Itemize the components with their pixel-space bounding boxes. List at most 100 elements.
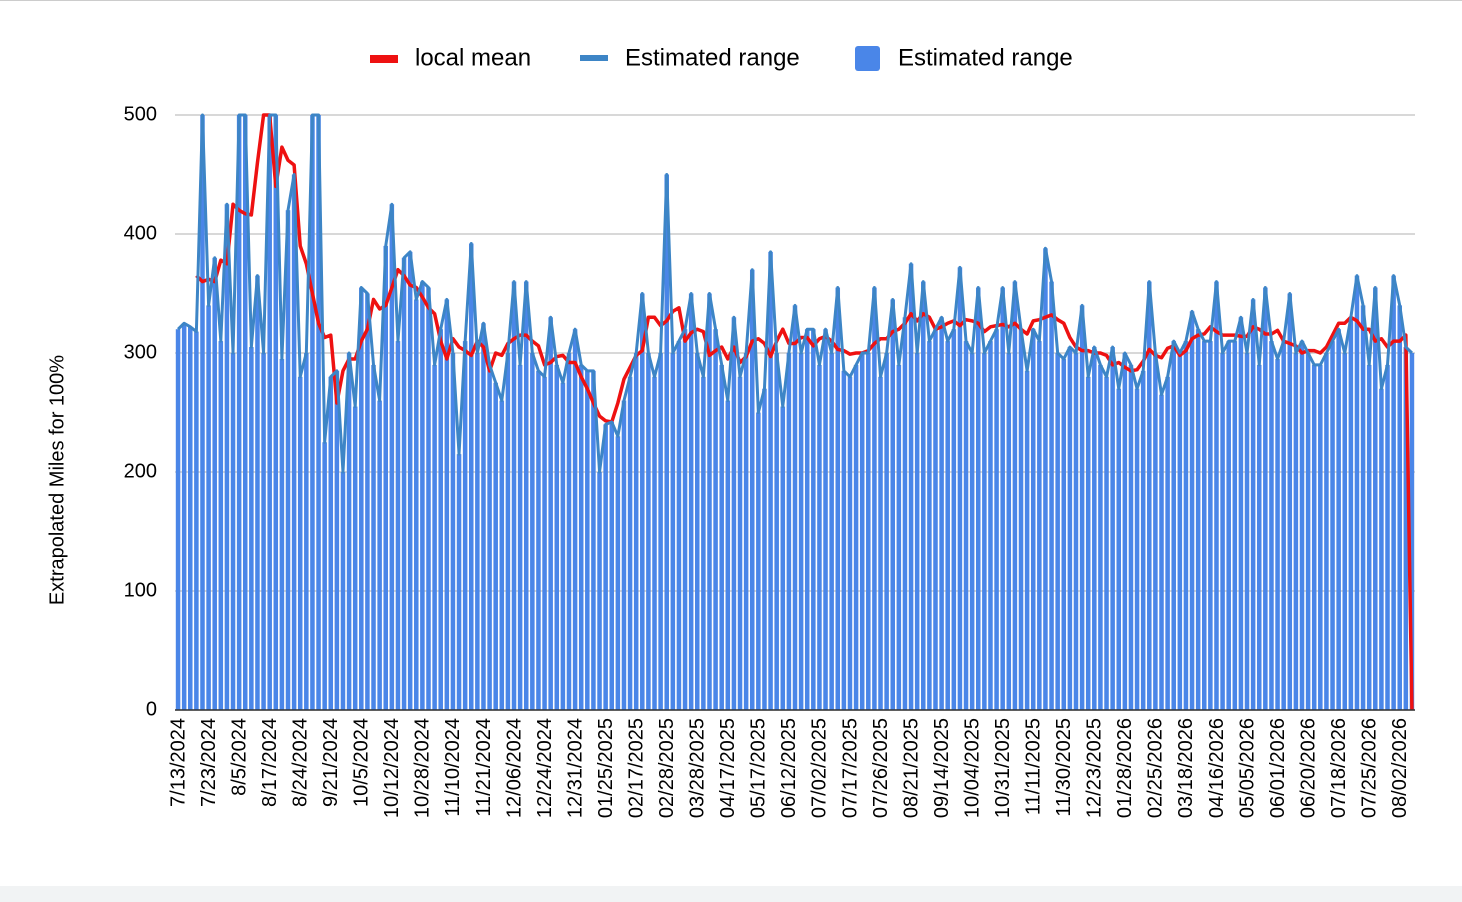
bar bbox=[1085, 376, 1091, 710]
bar bbox=[945, 341, 950, 710]
bar bbox=[1128, 364, 1134, 710]
bar bbox=[450, 353, 456, 710]
bar bbox=[676, 341, 682, 710]
bar bbox=[1311, 364, 1317, 710]
bar bbox=[554, 364, 560, 710]
bar bbox=[1250, 299, 1256, 710]
legend-label: local mean bbox=[415, 44, 531, 71]
bar bbox=[1403, 347, 1409, 710]
bar bbox=[1208, 341, 1213, 710]
y-tick-label: 200 bbox=[124, 460, 157, 482]
bar bbox=[1214, 281, 1219, 710]
bar bbox=[1122, 353, 1128, 710]
bar bbox=[933, 329, 938, 710]
bar bbox=[872, 287, 877, 710]
bar bbox=[927, 341, 932, 710]
bar bbox=[462, 341, 468, 710]
x-tick-label: 03/28/2025 bbox=[687, 718, 709, 818]
bar bbox=[194, 331, 199, 710]
bar bbox=[786, 353, 792, 710]
bar bbox=[695, 353, 700, 710]
x-tick-label: 12/23/2025 bbox=[1084, 718, 1106, 818]
bar bbox=[420, 281, 425, 710]
bar bbox=[1000, 287, 1005, 710]
bar bbox=[261, 353, 266, 710]
bar bbox=[407, 251, 413, 710]
bar bbox=[1366, 364, 1372, 710]
bar bbox=[1012, 281, 1018, 710]
bar bbox=[291, 174, 297, 710]
bar bbox=[224, 204, 230, 710]
bar bbox=[1183, 341, 1189, 710]
bar bbox=[835, 287, 841, 710]
bar bbox=[725, 400, 731, 710]
x-tick-label: 10/31/2025 bbox=[992, 718, 1014, 818]
x-tick-label: 11/11/2025 bbox=[1023, 718, 1045, 815]
bottom-strip bbox=[0, 886, 1462, 902]
x-tick-label: 08/21/2025 bbox=[900, 718, 922, 818]
bar bbox=[1275, 358, 1280, 710]
bar bbox=[640, 293, 645, 710]
x-tick-label: 10/28/2024 bbox=[412, 718, 434, 818]
legend-swatch bbox=[580, 55, 608, 61]
bar bbox=[1165, 376, 1170, 710]
y-tick-label: 100 bbox=[124, 579, 157, 601]
x-tick-label: 7/23/2024 bbox=[198, 718, 220, 807]
bar bbox=[1171, 341, 1176, 710]
bar bbox=[841, 370, 847, 710]
bar bbox=[322, 442, 327, 710]
bar bbox=[1348, 317, 1354, 710]
bar bbox=[804, 329, 810, 710]
x-tick-label: 8/17/2024 bbox=[259, 718, 281, 807]
bar bbox=[389, 204, 395, 710]
bar bbox=[352, 406, 358, 710]
bar bbox=[334, 370, 340, 710]
bar bbox=[615, 436, 621, 710]
x-tick-label: 12/24/2024 bbox=[534, 718, 556, 818]
bar bbox=[780, 406, 786, 710]
bar bbox=[285, 210, 291, 710]
bar bbox=[951, 329, 957, 710]
bar bbox=[969, 353, 975, 710]
bar bbox=[1110, 347, 1115, 710]
bar bbox=[304, 353, 309, 710]
bar bbox=[548, 317, 553, 710]
x-tick-label: 07/02/2025 bbox=[809, 718, 831, 818]
bar bbox=[310, 115, 315, 710]
bar bbox=[737, 376, 743, 710]
bar bbox=[829, 353, 834, 710]
bar bbox=[811, 329, 816, 710]
bar bbox=[475, 353, 480, 710]
bar bbox=[670, 353, 676, 710]
bar bbox=[621, 400, 627, 710]
bar bbox=[1281, 341, 1286, 710]
bar bbox=[603, 424, 608, 710]
bar bbox=[1153, 353, 1158, 710]
bar bbox=[1305, 353, 1311, 710]
legend-swatch bbox=[370, 55, 398, 63]
bar bbox=[212, 257, 217, 710]
bar bbox=[1373, 287, 1378, 710]
bar bbox=[200, 115, 205, 710]
bar bbox=[328, 376, 334, 710]
bar bbox=[988, 341, 993, 710]
bar bbox=[401, 257, 407, 710]
x-tick-label: 10/04/2025 bbox=[961, 718, 983, 818]
bar bbox=[188, 326, 193, 710]
bar bbox=[359, 287, 364, 710]
bar bbox=[1043, 248, 1048, 710]
bar bbox=[957, 267, 963, 710]
bar bbox=[383, 245, 388, 710]
bar bbox=[817, 364, 822, 710]
x-tick-label: 07/25/2026 bbox=[1358, 718, 1380, 818]
bar bbox=[798, 353, 804, 710]
bar bbox=[749, 269, 755, 710]
bar bbox=[921, 281, 926, 710]
x-tick-label: 08/02/2026 bbox=[1389, 718, 1411, 818]
x-tick-label: 11/10/2024 bbox=[442, 718, 464, 817]
x-tick-label: 11/30/2025 bbox=[1053, 718, 1075, 817]
x-tick-label: 05/17/2025 bbox=[748, 718, 770, 818]
bar bbox=[1391, 275, 1396, 710]
bar bbox=[591, 370, 596, 710]
